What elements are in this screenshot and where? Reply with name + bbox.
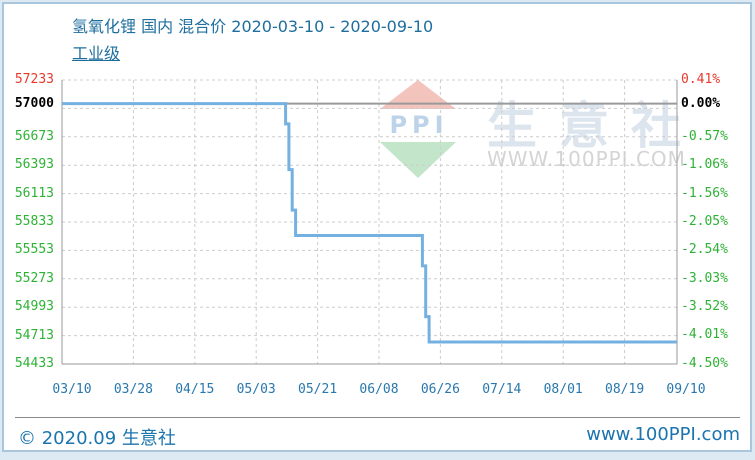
price-tick-label: 56113 <box>14 185 54 201</box>
date-tick-label: 04/15 <box>175 382 215 397</box>
date-tick-label: 07/14 <box>482 382 522 397</box>
ppi-logo-watermark: PPI <box>380 80 456 180</box>
price-tick-label: 56393 <box>14 157 54 173</box>
date-tick-label: 03/28 <box>113 382 153 397</box>
date-tick-label: 05/21 <box>298 382 338 397</box>
price-tick-label: 55273 <box>14 270 54 286</box>
copyright-text: © 2020.09 生意社 <box>18 428 176 449</box>
price-tick-label: 57233 <box>14 72 54 87</box>
percent-tick-label: -2.05% <box>681 214 728 230</box>
percent-tick-label: -2.54% <box>681 242 728 258</box>
price-tick-label: 54993 <box>14 299 54 315</box>
percent-tick-label: -1.06% <box>681 156 728 172</box>
chart-frame <box>2 2 752 452</box>
percent-tick-label: -3.03% <box>681 270 728 286</box>
footer-divider <box>15 417 740 418</box>
percent-tick-label: -0.57% <box>681 128 728 144</box>
date-tick-label: 08/19 <box>605 382 645 397</box>
chart-title: 氢氧化锂 国内 混合价 2020-03-10 - 2020-09-10 <box>72 17 434 36</box>
price-tick-label: 57000 <box>14 95 54 111</box>
percent-tick-label: -3.52% <box>681 299 728 315</box>
logo-base-triangle-icon <box>380 142 456 178</box>
date-tick-label: 09/10 <box>666 382 706 397</box>
price-tick-label: 55553 <box>14 242 54 258</box>
site-watermark-text: WWW.100PPI.COM <box>487 147 686 171</box>
brand-watermark-text: 生意社 <box>487 97 703 155</box>
chart-subtitle-grade-link[interactable]: 工业级 <box>72 44 121 63</box>
percent-tick-label: -4.50% <box>681 355 728 371</box>
site-url-link[interactable]: www.100PPI.com <box>586 424 740 445</box>
price-tick-label: 54433 <box>14 356 54 371</box>
date-tick-label: 03/10 <box>52 382 92 397</box>
percent-tick-label: 0.00% <box>681 95 721 111</box>
percent-tick-label: -1.56% <box>681 185 728 201</box>
date-tick-label: 06/26 <box>420 382 460 397</box>
percent-tick-label: -4.01% <box>681 327 728 343</box>
price-series-line <box>62 102 677 344</box>
price-tick-label: 56673 <box>14 128 54 144</box>
date-tick-label: 08/01 <box>543 382 583 397</box>
percent-tick-label: 0.41% <box>681 71 721 87</box>
price-tick-label: 55833 <box>14 214 54 229</box>
logo-ppi-text: PPI <box>389 111 449 139</box>
date-tick-label: 05/03 <box>236 382 276 397</box>
date-tick-label: 06/08 <box>359 382 399 397</box>
price-tick-label: 54713 <box>14 327 54 343</box>
